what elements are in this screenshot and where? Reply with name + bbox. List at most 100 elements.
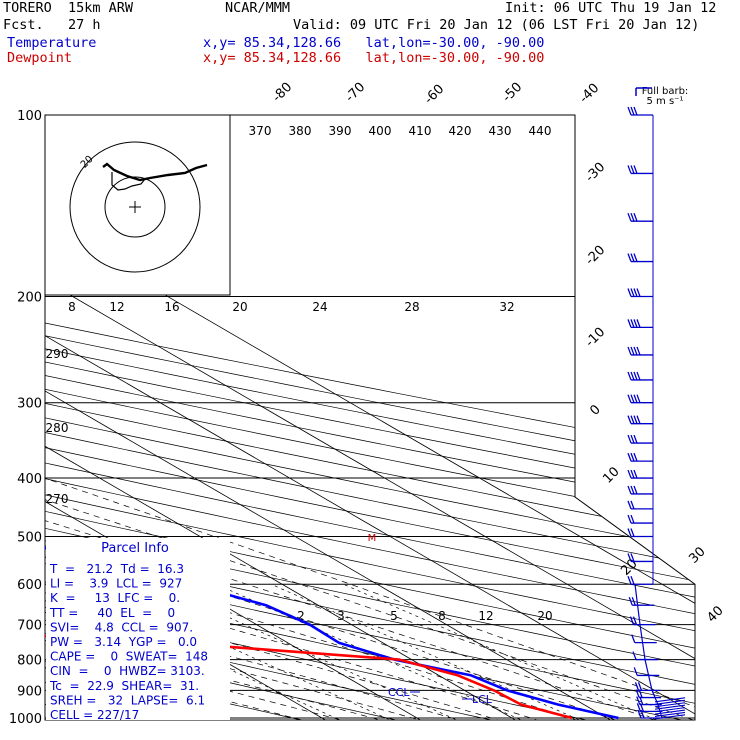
barb-feather <box>636 394 641 403</box>
hodograph-ring-inner <box>104 176 166 238</box>
isotherm-line <box>45 115 630 720</box>
wind-barb <box>627 575 653 585</box>
dry-adiabat <box>45 115 695 720</box>
wind-barb <box>627 371 653 381</box>
isotherm-label: -60 <box>422 82 448 108</box>
barb-feather <box>630 165 635 174</box>
barb-feather <box>627 288 632 297</box>
hodograph-ring-outer <box>69 141 201 273</box>
barb-feather <box>630 434 635 444</box>
isotherm-label: 0 <box>587 402 603 418</box>
barb-feather <box>633 212 638 222</box>
temperature-location: x,y= 85.34,128.66 lat,lon=-30.00, -90.00 <box>203 35 545 51</box>
barb-feather <box>636 703 641 712</box>
barb-feather <box>630 394 635 403</box>
mixing-ratio-low-label: 8 <box>438 609 446 623</box>
wind-barb <box>627 253 653 263</box>
wind-barb <box>627 514 653 524</box>
barb-feather <box>628 596 633 606</box>
mixing-ratio-label: 8 <box>68 300 76 314</box>
barb-feather <box>633 394 638 403</box>
mixing-ratio-line <box>216 583 546 720</box>
moist-adiabat <box>45 296 695 720</box>
parcel-row: LI = 3.9 LCL = 927 <box>50 577 182 591</box>
barb-feather <box>630 469 635 479</box>
dry-adiabat <box>45 115 695 720</box>
barb-feather <box>631 596 636 606</box>
barb-feather <box>630 288 635 297</box>
pressure-label-100: 100 <box>17 109 42 124</box>
dry-adiabat <box>45 115 695 720</box>
barb-feather <box>638 689 643 698</box>
isotherm-label: -70 <box>343 80 369 106</box>
barb-feather <box>627 212 632 222</box>
isotherm-line <box>45 115 695 720</box>
dry-adiabat-label: 280 <box>46 421 69 435</box>
parcel-row: Tc = 22.9 SHEAR= 31. <box>49 679 199 693</box>
barb-feather <box>629 616 635 625</box>
barb-feather <box>627 514 632 524</box>
barb-feather <box>633 667 638 676</box>
barb-feather <box>631 634 636 643</box>
barb-feather <box>633 106 638 116</box>
wind-barb <box>627 485 653 495</box>
barb-feather <box>630 371 635 381</box>
dry-adiabat <box>45 115 695 720</box>
plot-frame <box>44 114 696 721</box>
mixing-ratio-low-label: 20 <box>537 609 552 623</box>
wind-barb <box>627 288 653 298</box>
barb-feather <box>633 253 638 262</box>
pressure-label-500: 500 <box>17 530 42 545</box>
lcl-label: LCL <box>472 693 493 706</box>
dry-adiabat <box>45 115 695 720</box>
barb-feather <box>636 288 641 297</box>
wind-barb <box>627 500 653 510</box>
mixing-ratio-label: 28 <box>404 300 419 314</box>
barb-feather <box>632 616 638 625</box>
pressure-label-300: 300 <box>17 397 42 412</box>
valid-time: Valid: 09 UTC Fri 20 Jan 12 (06 LST Fri … <box>293 17 700 33</box>
barb-feather <box>633 165 638 174</box>
barb-feather <box>630 514 635 524</box>
dewpoint-line <box>45 115 573 720</box>
wind-barb <box>627 319 653 329</box>
isotherm-line <box>45 115 695 720</box>
mixing-ratio-label: 16 <box>164 300 179 314</box>
barb-feather <box>637 709 642 719</box>
dry-adiabat <box>45 115 695 720</box>
barb-feather <box>627 415 632 424</box>
barb-feather <box>636 346 641 356</box>
parcel-row: CIN = 0 HWBZ= 3103. <box>50 664 205 678</box>
legend-dewpoint: Dewpoint <box>7 50 73 66</box>
wind-barb <box>628 596 655 606</box>
wind-barb <box>629 616 656 626</box>
wind-barb <box>627 106 653 116</box>
center-label: NCAR/MMM <box>225 0 291 16</box>
barb-feather <box>630 346 635 356</box>
barb-feather <box>637 682 643 691</box>
parcel-row: CAPE = 0 SWEAT= 148 <box>50 650 208 664</box>
isotherm-label: -10 <box>583 325 609 351</box>
barb-feather <box>630 528 635 537</box>
barb-feather <box>633 452 638 462</box>
pressure-label-200: 200 <box>17 291 42 306</box>
init-time: Init: 06 UTC Thu 19 Jan 12 <box>505 0 717 16</box>
moist-adiabat <box>45 296 695 720</box>
isotherm-label: 10 <box>600 464 622 486</box>
parcel-panel-bg <box>46 538 230 720</box>
barb-feather <box>633 319 638 328</box>
barb-feather <box>627 394 632 403</box>
barb-feather <box>627 575 632 585</box>
barb-feather <box>636 696 641 705</box>
wind-barb <box>627 165 653 175</box>
barb-feather <box>636 371 641 381</box>
barb-feather <box>633 434 638 444</box>
pressure-label-900: 900 <box>17 684 42 699</box>
barb-feather <box>639 703 644 712</box>
wind-barb <box>627 469 653 479</box>
mixing-ratio-low-label: 5 <box>390 609 398 623</box>
pressure-label-800: 800 <box>17 654 42 669</box>
forecast-hour: Fcst. 27 h <box>3 17 101 33</box>
barb-feather <box>633 415 638 424</box>
